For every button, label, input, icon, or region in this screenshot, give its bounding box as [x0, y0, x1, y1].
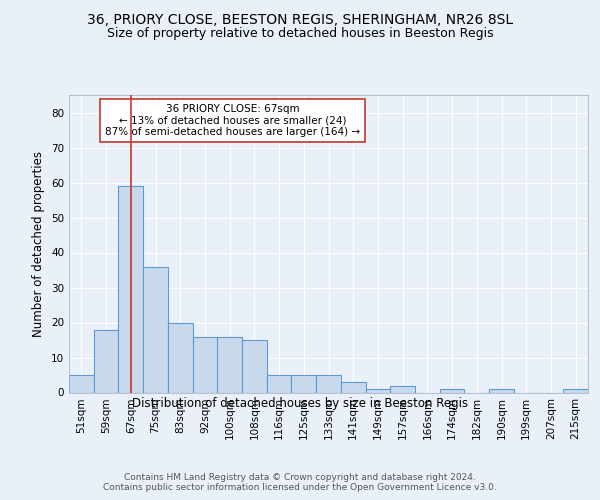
Bar [390, 386, 415, 392]
Bar [341, 382, 365, 392]
Text: Size of property relative to detached houses in Beeston Regis: Size of property relative to detached ho… [107, 26, 493, 40]
Bar [563, 389, 588, 392]
Bar [489, 389, 514, 392]
Bar [242, 340, 267, 392]
Bar [292, 375, 316, 392]
Bar [267, 375, 292, 392]
Text: Contains HM Land Registry data © Crown copyright and database right 2024.
Contai: Contains HM Land Registry data © Crown c… [103, 472, 497, 492]
Bar [69, 375, 94, 392]
Text: 36 PRIORY CLOSE: 67sqm
← 13% of detached houses are smaller (24)
87% of semi-det: 36 PRIORY CLOSE: 67sqm ← 13% of detached… [105, 104, 360, 137]
Bar [94, 330, 118, 392]
Bar [440, 389, 464, 392]
Text: Distribution of detached houses by size in Beeston Regis: Distribution of detached houses by size … [132, 398, 468, 410]
Bar [118, 186, 143, 392]
Bar [193, 336, 217, 392]
Bar [143, 266, 168, 392]
Bar [217, 336, 242, 392]
Bar [316, 375, 341, 392]
Bar [365, 389, 390, 392]
Bar [168, 322, 193, 392]
Y-axis label: Number of detached properties: Number of detached properties [32, 151, 46, 337]
Text: 36, PRIORY CLOSE, BEESTON REGIS, SHERINGHAM, NR26 8SL: 36, PRIORY CLOSE, BEESTON REGIS, SHERING… [87, 12, 513, 26]
